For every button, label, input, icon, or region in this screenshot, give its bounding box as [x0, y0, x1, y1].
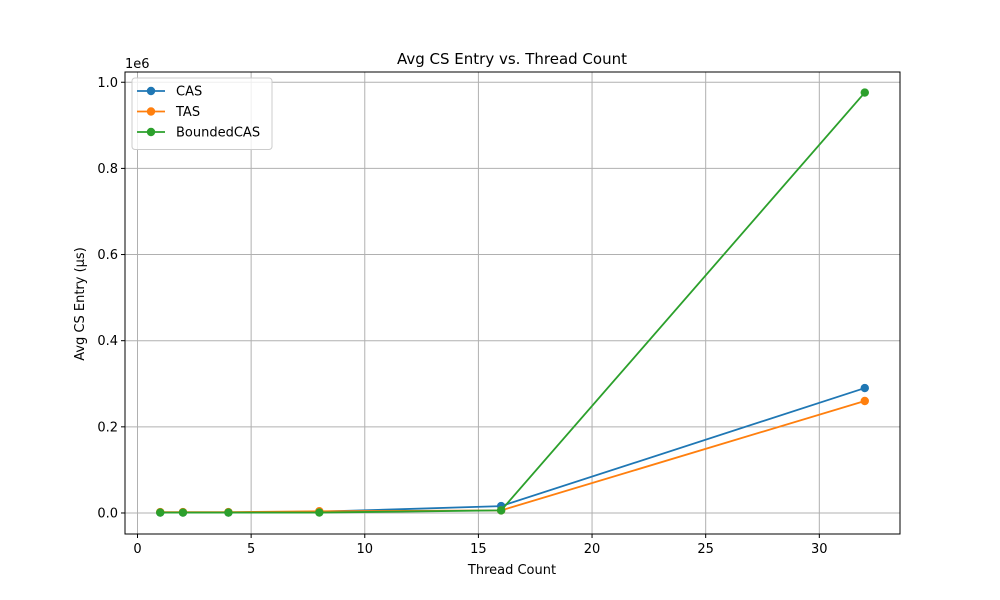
y-tick-label: 0.4	[97, 334, 118, 349]
plot-frame	[124, 71, 901, 535]
data-point	[860, 383, 869, 393]
grid-lines	[125, 72, 900, 534]
x-tick-label: 20	[584, 542, 601, 557]
y-tick-label: 1.0	[97, 76, 118, 91]
legend-swatch-marker	[146, 107, 156, 116]
data-point	[178, 508, 188, 517]
y-tick-label: 0.0	[97, 506, 118, 521]
legend-label: BoundedCAS	[176, 126, 260, 141]
y-axis-label: Avg CS Entry (µs)	[73, 247, 88, 361]
y-tick-label: 0.2	[97, 420, 118, 435]
data-point	[496, 506, 506, 515]
legend-item-tas: TAS	[137, 105, 200, 120]
x-tick-label: 0	[133, 542, 141, 557]
x-axis-label: Thread Count	[467, 563, 556, 578]
axis-ticks: 0 5 10 15 20 25 30 0.0 0.2 0.4 0.6 0.8 1.0	[97, 76, 827, 557]
y-tick-label: 0.6	[97, 248, 118, 263]
x-tick-label: 30	[811, 542, 828, 557]
x-tick-label: 15	[470, 542, 487, 557]
legend-label: CAS	[176, 85, 202, 100]
legend-box	[131, 77, 273, 150]
y-tick-label: 0.8	[97, 162, 118, 177]
data-point	[224, 508, 233, 517]
data-point	[315, 508, 324, 517]
legend-item-boundedcas: BoundedCAS	[137, 126, 260, 141]
legend-swatch-marker	[146, 86, 156, 96]
data-point	[156, 508, 165, 517]
x-tick-label: 10	[356, 542, 373, 557]
x-tick-label: 25	[697, 542, 714, 557]
series-line	[160, 400, 866, 514]
chart-title: Avg CS Entry vs. Thread Count	[397, 50, 627, 68]
data-point	[860, 396, 869, 406]
legend-swatch-marker	[146, 127, 156, 137]
series-line	[160, 91, 866, 514]
legend-label: TAS	[175, 105, 200, 120]
x-tick-label: 5	[247, 542, 255, 557]
series-lines	[156, 88, 869, 517]
series-line	[160, 387, 866, 514]
data-point	[860, 88, 869, 97]
legend: CAS TAS BoundedCAS	[131, 77, 273, 150]
legend-item-cas: CAS	[137, 85, 202, 100]
y-offset-label: 1e6	[125, 57, 150, 72]
series-boundedcas	[156, 88, 869, 517]
